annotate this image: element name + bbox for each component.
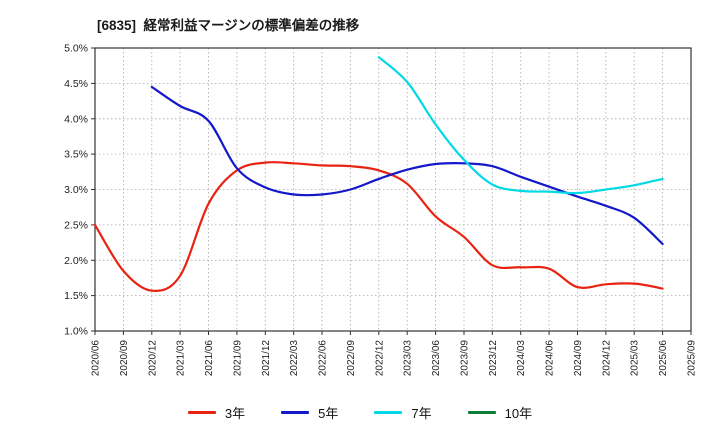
- x-tick-label: 2023/03: [403, 340, 414, 377]
- y-tick-label: 4.0%: [64, 113, 88, 125]
- x-tick-label: 2024/09: [573, 340, 584, 377]
- series-lines: [93, 56, 664, 292]
- x-tick-label: 2024/03: [516, 340, 527, 377]
- legend-label-5y: 5年: [318, 406, 339, 421]
- x-axis-labels: 2020/06 2020/09 2020/12 2021/03 2021/06 2021/…: [91, 331, 698, 376]
- y-axis-labels: 1.0% 1.5% 2.0% 2.5% 3.0% 3.5% 4.0% 4.5% 5.0%: [64, 43, 95, 338]
- y-tick-label: 4.5%: [64, 78, 88, 90]
- x-tick-label: 2025/03: [630, 340, 641, 377]
- x-tick-label: 2022/03: [289, 340, 300, 377]
- y-tick-label: 2.0%: [64, 255, 88, 267]
- line-chart: 1.0% 1.5% 2.0% 2.5% 3.0% 3.5% 4.0% 4.5% 5.0% 2020…: [64, 43, 698, 377]
- legend-item-3y: 3年: [187, 403, 246, 422]
- x-tick-label: 2021/03: [176, 340, 187, 377]
- x-tick-label: 2022/06: [318, 340, 329, 377]
- y-tick-label: 1.0%: [64, 326, 88, 338]
- legend-label-10y: 10年: [504, 406, 533, 421]
- y-tick-label: 2.5%: [64, 220, 88, 232]
- x-tick-label: 2025/06: [658, 340, 669, 377]
- x-tick-label: 2020/09: [119, 340, 130, 377]
- x-tick-label: 2021/06: [204, 340, 215, 377]
- legend-label-3y: 3年: [224, 406, 246, 421]
- x-tick-label: 2020/06: [91, 340, 102, 377]
- series-line-5y: [150, 85, 664, 246]
- x-tick-label: 2024/12: [601, 340, 612, 377]
- x-tick-label: 2023/12: [488, 340, 499, 377]
- x-tick-label: 2022/09: [346, 340, 357, 377]
- x-tick-label: 2021/09: [232, 340, 243, 377]
- legend-item-5y: 5年: [281, 403, 338, 422]
- chart-legend: 3年 5年 7年 10年: [0, 403, 720, 422]
- x-tick-label: 2021/12: [261, 340, 272, 377]
- x-tick-label: 2020/12: [147, 340, 158, 377]
- y-tick-label: 3.5%: [64, 149, 88, 161]
- x-tick-label: 2025/09: [687, 340, 698, 377]
- x-tick-label: 2024/06: [545, 340, 556, 377]
- legend-swatch-10y: [467, 411, 496, 414]
- plot-area: [94, 47, 692, 332]
- y-tick-label: 3.0%: [64, 184, 88, 196]
- series-line-3y: [93, 161, 664, 292]
- series-line-7y: [377, 56, 664, 195]
- x-tick-label: 2023/06: [431, 340, 442, 377]
- y-tick-label: 5.0%: [64, 43, 88, 55]
- chart-title: [6835] 経常利益マージンの標準偏差の推移: [97, 18, 360, 33]
- legend-swatch-7y: [374, 411, 403, 414]
- legend-swatch-5y: [281, 411, 310, 414]
- legend-label-7y: 7年: [411, 406, 432, 421]
- legend-swatch-3y: [187, 411, 216, 414]
- legend-item-10y: 10年: [467, 403, 533, 422]
- legend-item-7y: 7年: [374, 403, 432, 422]
- y-tick-label: 1.5%: [64, 290, 88, 302]
- x-tick-label: 2023/09: [460, 340, 471, 377]
- chart-svg: 1.0% 1.5% 2.0% 2.5% 3.0% 3.5% 4.0% 4.5% 5.0% 2020…: [64, 43, 698, 377]
- x-tick-label: 2022/12: [374, 340, 385, 377]
